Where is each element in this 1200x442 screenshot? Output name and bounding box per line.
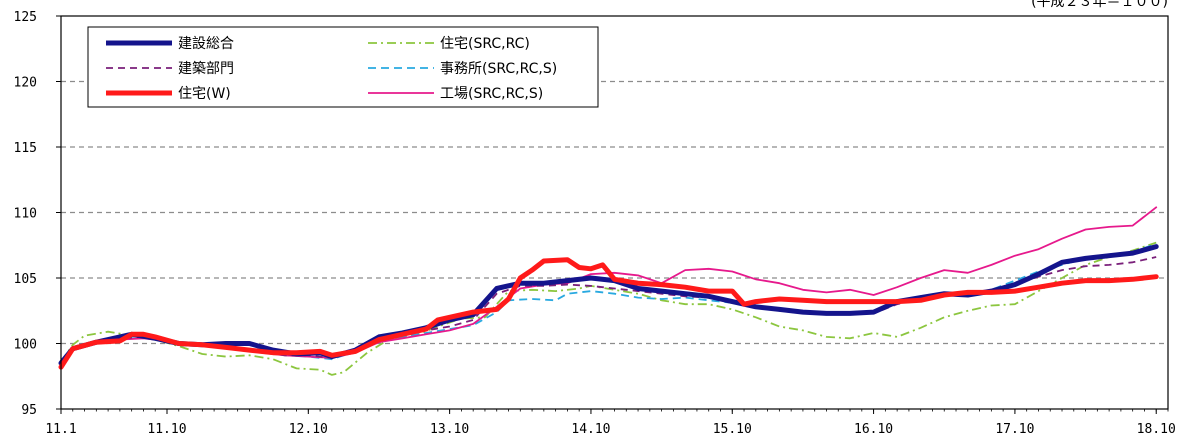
y-tick-labels: 95 100 105 110 115 120 125 bbox=[14, 10, 61, 418]
x-tick-label: 13.10 bbox=[430, 422, 469, 437]
x-tick-label: 11.1 bbox=[45, 422, 76, 437]
series-line-0 bbox=[58, 244, 1159, 366]
top-note: (平成２３年＝１００) bbox=[1031, 0, 1168, 10]
gridlines bbox=[61, 80, 1168, 345]
series-lines bbox=[58, 206, 1159, 376]
x-tick-label: 18.10 bbox=[1137, 422, 1176, 437]
x-tick-label: 17.10 bbox=[995, 422, 1034, 437]
series-line-2 bbox=[58, 257, 1159, 370]
legend-label-0: 建設総合 bbox=[178, 36, 234, 52]
series-line-3 bbox=[60, 241, 1157, 376]
legend-label-2: 住宅(W) bbox=[178, 86, 231, 102]
y-tick-label: 95 bbox=[21, 403, 37, 418]
x-tick-label: 11.10 bbox=[147, 422, 186, 437]
x-tick-label: 15.10 bbox=[713, 422, 752, 437]
x-tick-label: 16.10 bbox=[854, 422, 893, 437]
legend-label-4: 事務所(SRC,RC,S) bbox=[440, 61, 557, 77]
series-line-5 bbox=[60, 206, 1158, 366]
plot-area-frame bbox=[60, 15, 1169, 410]
legend-label-1: 建築部門 bbox=[178, 61, 234, 77]
legend-label-3: 住宅(SRC,RC) bbox=[440, 36, 530, 52]
legend-label-5: 工場(SRC,RC,S) bbox=[440, 86, 543, 102]
x-tick-labels: 11.1 11.10 12.10 13.10 14.10 15.10 16.10 17.10 1… bbox=[45, 409, 1176, 437]
x-tick-label: 12.10 bbox=[289, 422, 328, 437]
x-tick-label: 14.10 bbox=[571, 422, 610, 437]
y-tick-label: 120 bbox=[14, 76, 37, 91]
legend-box bbox=[87, 26, 599, 108]
y-tick-label: 125 bbox=[14, 10, 37, 25]
y-tick-label: 105 bbox=[14, 272, 37, 287]
y-tick-label: 115 bbox=[14, 141, 37, 156]
y-tick-label: 110 bbox=[14, 207, 37, 222]
y-tick-label: 100 bbox=[14, 338, 37, 353]
